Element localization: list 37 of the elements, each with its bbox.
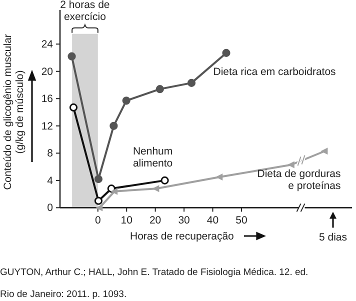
x-tick-label: 0 (94, 214, 101, 227)
point (110, 122, 118, 130)
point (187, 78, 196, 87)
y-tick-label: 12 (41, 120, 54, 132)
x-tick-label: 20 (149, 214, 162, 227)
band-label: 2 horas de exercício (60, 0, 110, 23)
y-tick-label: 4 (47, 174, 54, 187)
point (320, 148, 328, 155)
x-tick-label: 10 (120, 214, 133, 227)
point (96, 204, 103, 212)
point (156, 85, 164, 94)
x-tick-label: 50 (236, 214, 248, 227)
y-tick-label: 0 (47, 202, 54, 214)
text: GUYTON, Arthur C.; HALL, John E. Tratado de Fisiologia Médica. 12. ed. (0, 267, 308, 278)
point (122, 96, 130, 105)
y-tick-label: 16 (41, 93, 54, 106)
x-tick-label: 40 (206, 214, 219, 227)
y-tick-label: 8 (47, 148, 54, 160)
point (68, 52, 76, 60)
series-label: Nenhum alimento (132, 145, 173, 170)
text: Rio de Janeiro: 2011. p. 1093. (0, 289, 127, 300)
point (110, 188, 118, 195)
point (222, 48, 230, 57)
point (69, 103, 78, 112)
point (94, 196, 103, 205)
legend-label: Dieta de gorduras e proteínas (257, 168, 341, 192)
text: 5 dias (318, 232, 348, 244)
point (94, 175, 103, 184)
point (287, 161, 294, 168)
y-axis-title: Conteúdo de glicogênio muscular (g/kg de músculo) (2, 34, 26, 190)
x-axis-title: Horas de recuperação (130, 230, 234, 243)
x-tick-label: 30 (178, 214, 190, 227)
point (160, 176, 169, 184)
y-tick-label: 24 (41, 38, 54, 51)
series-label: Dieta rica em carboidratos (213, 66, 336, 78)
point (216, 174, 223, 181)
y-tick-label: 20 (41, 66, 54, 78)
